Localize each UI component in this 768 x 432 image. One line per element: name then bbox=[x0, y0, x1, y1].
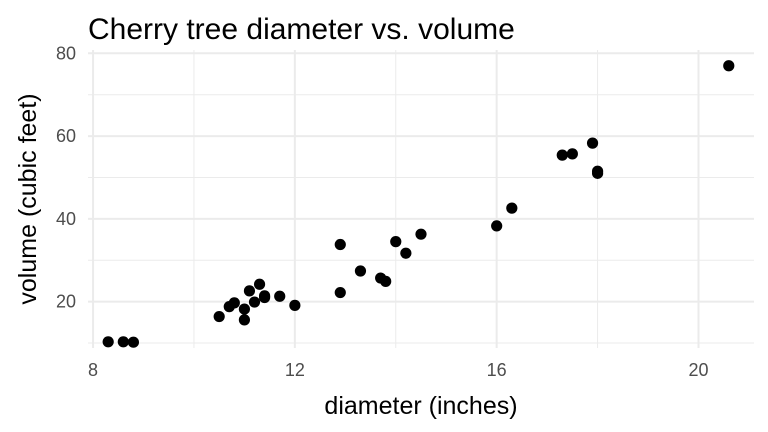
data-point bbox=[390, 236, 402, 248]
x-tick-label: 8 bbox=[88, 360, 98, 380]
data-point bbox=[380, 275, 392, 287]
data-point bbox=[289, 299, 301, 311]
data-point bbox=[238, 303, 251, 315]
data-point bbox=[102, 336, 114, 348]
data-point bbox=[228, 297, 240, 309]
data-point bbox=[274, 290, 286, 302]
data-point bbox=[723, 60, 735, 72]
data-point bbox=[354, 265, 367, 277]
data-point bbox=[258, 290, 271, 302]
data-point bbox=[591, 167, 604, 179]
data-point bbox=[253, 278, 266, 290]
y-tick-label: 40 bbox=[56, 209, 76, 229]
x-tick-label: 12 bbox=[285, 360, 305, 380]
tick-labels: 8 12 16 20 20 40 60 80 bbox=[56, 43, 709, 380]
grid-lines bbox=[88, 50, 754, 348]
data-point bbox=[243, 285, 256, 297]
data-point bbox=[334, 286, 346, 299]
x-axis-title: diameter (inches) bbox=[324, 392, 517, 420]
data-point bbox=[248, 296, 261, 308]
data-point bbox=[506, 202, 518, 214]
y-tick-label: 60 bbox=[56, 126, 76, 146]
data-point bbox=[491, 220, 503, 232]
y-tick-label: 20 bbox=[56, 292, 76, 312]
data-point bbox=[566, 148, 578, 160]
data-points bbox=[102, 60, 735, 348]
data-point bbox=[400, 247, 412, 259]
x-tick-label: 16 bbox=[487, 360, 507, 380]
data-point bbox=[213, 310, 225, 323]
y-tick-label: 80 bbox=[56, 43, 76, 63]
data-point bbox=[117, 336, 129, 348]
data-point bbox=[586, 137, 599, 149]
data-point bbox=[334, 238, 346, 251]
x-tick-label: 20 bbox=[688, 360, 708, 380]
data-point bbox=[127, 336, 140, 348]
y-axis-title: volume (cubic feet) bbox=[14, 93, 42, 304]
chart-title: Cherry tree diameter vs. volume bbox=[88, 13, 515, 46]
data-point bbox=[556, 149, 568, 161]
data-point bbox=[415, 228, 427, 240]
data-point bbox=[238, 314, 251, 326]
